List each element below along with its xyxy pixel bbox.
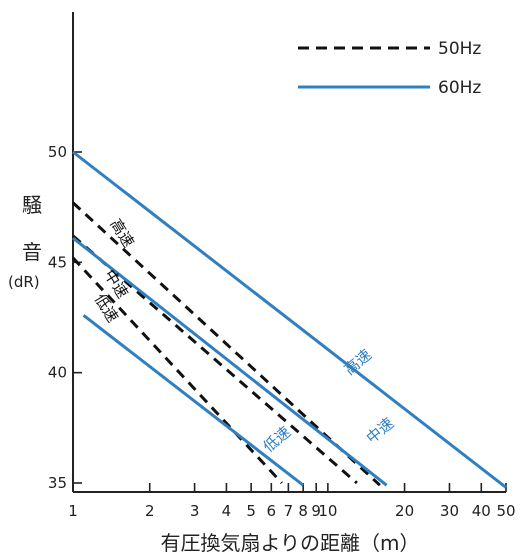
x-tick-label: 6	[267, 502, 277, 520]
series-label: 低速	[260, 423, 295, 456]
x-tick-label: 8	[298, 502, 308, 520]
series-label: 高速	[341, 346, 376, 379]
x-tick-label: 4	[222, 502, 232, 520]
x-axis-title: 有圧換気扇よりの距離（m）	[160, 531, 419, 555]
x-tick-label: 1	[68, 502, 78, 520]
x-tick-label: 9	[311, 502, 321, 520]
series-label: 高速	[107, 216, 138, 251]
y-axis-unit: (dR)	[8, 273, 40, 291]
y-tick-label: 45	[48, 253, 67, 271]
series-line	[72, 236, 388, 487]
y-axis-title-char-1: 騒	[22, 193, 42, 217]
series-line	[82, 314, 305, 487]
series-layer	[71, 150, 507, 489]
x-tick-label: 40	[472, 502, 491, 520]
y-axis-title-char-2: 音	[22, 240, 42, 264]
series-line	[72, 150, 507, 489]
x-tick-label: 30	[440, 502, 459, 520]
series-line	[72, 234, 358, 485]
x-tick-label: 2	[145, 502, 155, 520]
y-tick-label: 50	[48, 143, 67, 161]
legend: 50Hz 60Hz	[298, 39, 481, 98]
y-tick-label: 40	[48, 364, 67, 382]
x-tick-label: 5	[246, 502, 256, 520]
series-line	[71, 256, 283, 485]
legend-label-60hz: 60Hz	[438, 78, 481, 98]
x-tick-label: 10	[318, 502, 337, 520]
x-tick-label: 7	[284, 502, 294, 520]
series-label: 中速	[363, 414, 398, 447]
x-tick-label: 3	[190, 502, 200, 520]
x-tick-label: 50	[496, 502, 515, 520]
y-tick-label: 35	[48, 474, 67, 492]
x-tick-label: 20	[395, 502, 414, 520]
legend-label-50hz: 50Hz	[438, 39, 481, 59]
